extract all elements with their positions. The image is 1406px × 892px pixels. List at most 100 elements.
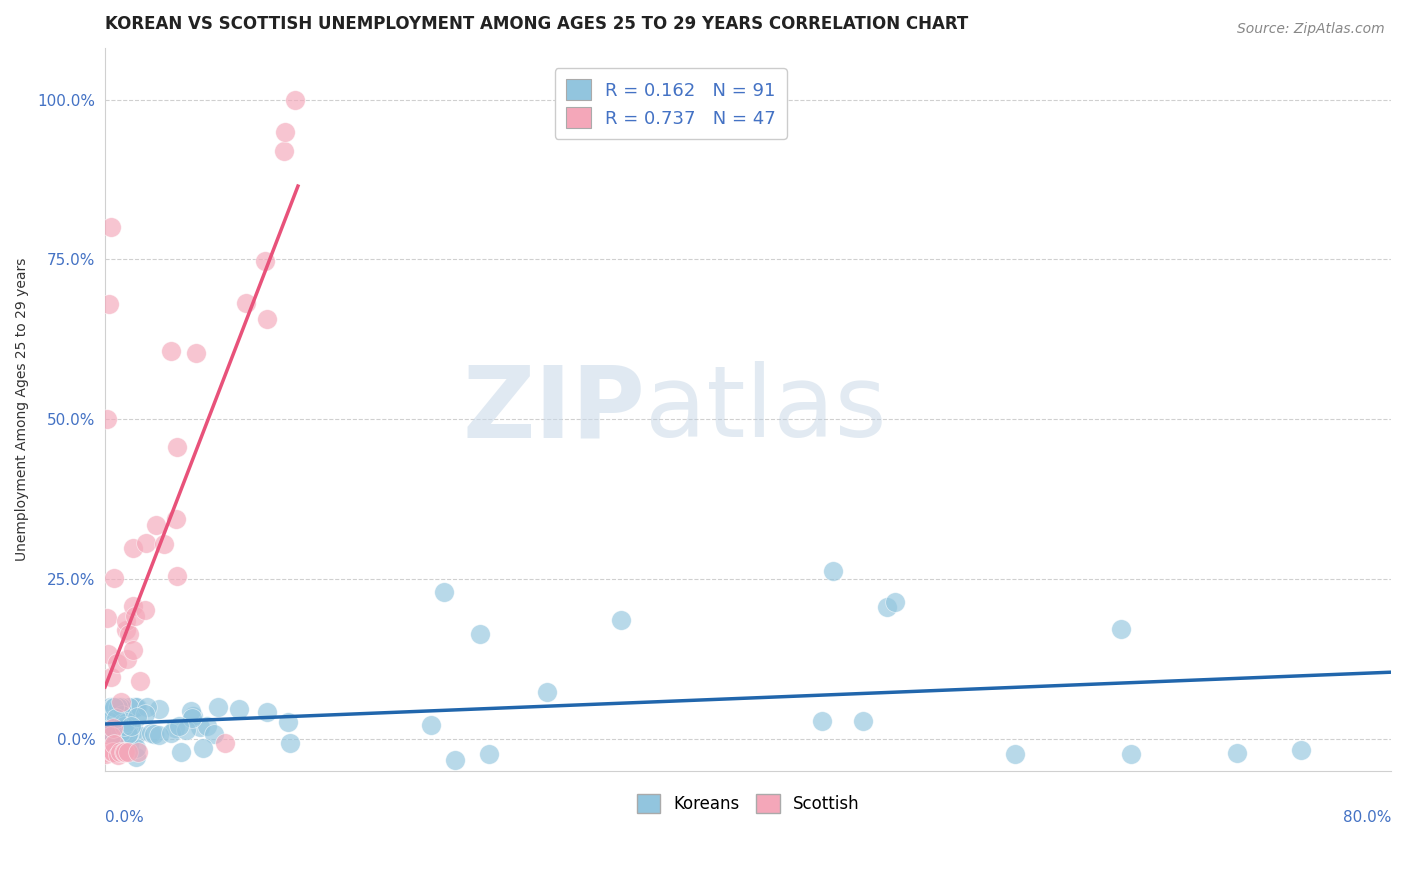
Point [118,699,141,714]
Point [112,714,135,728]
Point [160,343,183,358]
Point [96,745,118,759]
Point [117,715,139,730]
Point [103,721,125,735]
Point [105,711,128,725]
Point [104,738,127,752]
Point [105,657,128,671]
Point [120,719,142,733]
Point [129,673,152,688]
Point [1004,747,1026,761]
Point [823,564,845,578]
Point [278,736,301,750]
Y-axis label: Unemployment Among Ages 25 to 29 years: Unemployment Among Ages 25 to 29 years [15,258,30,561]
Point [107,716,129,731]
Point [96,747,118,762]
Point [253,254,276,268]
Point [101,745,124,759]
Point [107,726,129,740]
Point [101,745,124,759]
Point [165,511,187,525]
Point [111,715,134,730]
Point [166,568,188,582]
Point [107,742,129,756]
Point [180,704,202,718]
Point [122,699,145,714]
Point [108,726,131,740]
Point [121,541,143,555]
Text: Source: ZipAtlas.com: Source: ZipAtlas.com [1237,22,1385,37]
Point [114,623,136,637]
Point [134,603,156,617]
Point [195,719,218,733]
Point [148,702,170,716]
Point [876,599,898,614]
Point [96,723,118,737]
Point [284,93,307,107]
Point [188,720,211,734]
Point [98,699,121,714]
Point [444,753,467,767]
Point [122,642,145,657]
Point [142,727,165,741]
Point [127,699,149,714]
Point [610,613,633,627]
Point [883,595,905,609]
Point [193,741,215,756]
Point [104,716,127,731]
Point [170,745,193,759]
Point [207,699,229,714]
Point [214,736,236,750]
Point [117,727,139,741]
Point [124,608,146,623]
Point [135,536,157,550]
Point [97,723,120,737]
Point [166,440,188,454]
Point [105,717,128,731]
Point [97,648,120,662]
Point [112,721,135,735]
Point [117,722,139,736]
Point [107,699,129,714]
Point [110,732,132,747]
Point [125,749,148,764]
Point [107,723,129,737]
Point [136,699,159,714]
Point [134,706,156,721]
Point [167,719,190,733]
Point [96,724,118,739]
Point [273,144,295,158]
Point [118,626,141,640]
Point [98,297,121,311]
Point [100,729,122,743]
Point [105,711,128,725]
Point [110,699,132,714]
Point [277,714,299,729]
Text: 80.0%: 80.0% [1343,811,1391,825]
Point [235,296,257,310]
Point [125,700,148,714]
Point [160,725,183,739]
Point [112,745,135,759]
Point [811,714,834,728]
Point [118,739,141,753]
Point [536,685,558,699]
Point [153,537,176,551]
Point [112,723,135,737]
Point [103,699,125,714]
Point [103,723,125,738]
Point [125,727,148,741]
Point [103,570,125,584]
Point [1226,746,1249,760]
Point [419,717,441,731]
Point [125,709,148,723]
Point [103,699,125,714]
Point [125,740,148,755]
Point [1109,622,1132,636]
Point [104,711,127,725]
Point [174,723,197,737]
Point [107,715,129,730]
Point [98,715,121,730]
Point [117,745,139,759]
Point [256,706,278,720]
